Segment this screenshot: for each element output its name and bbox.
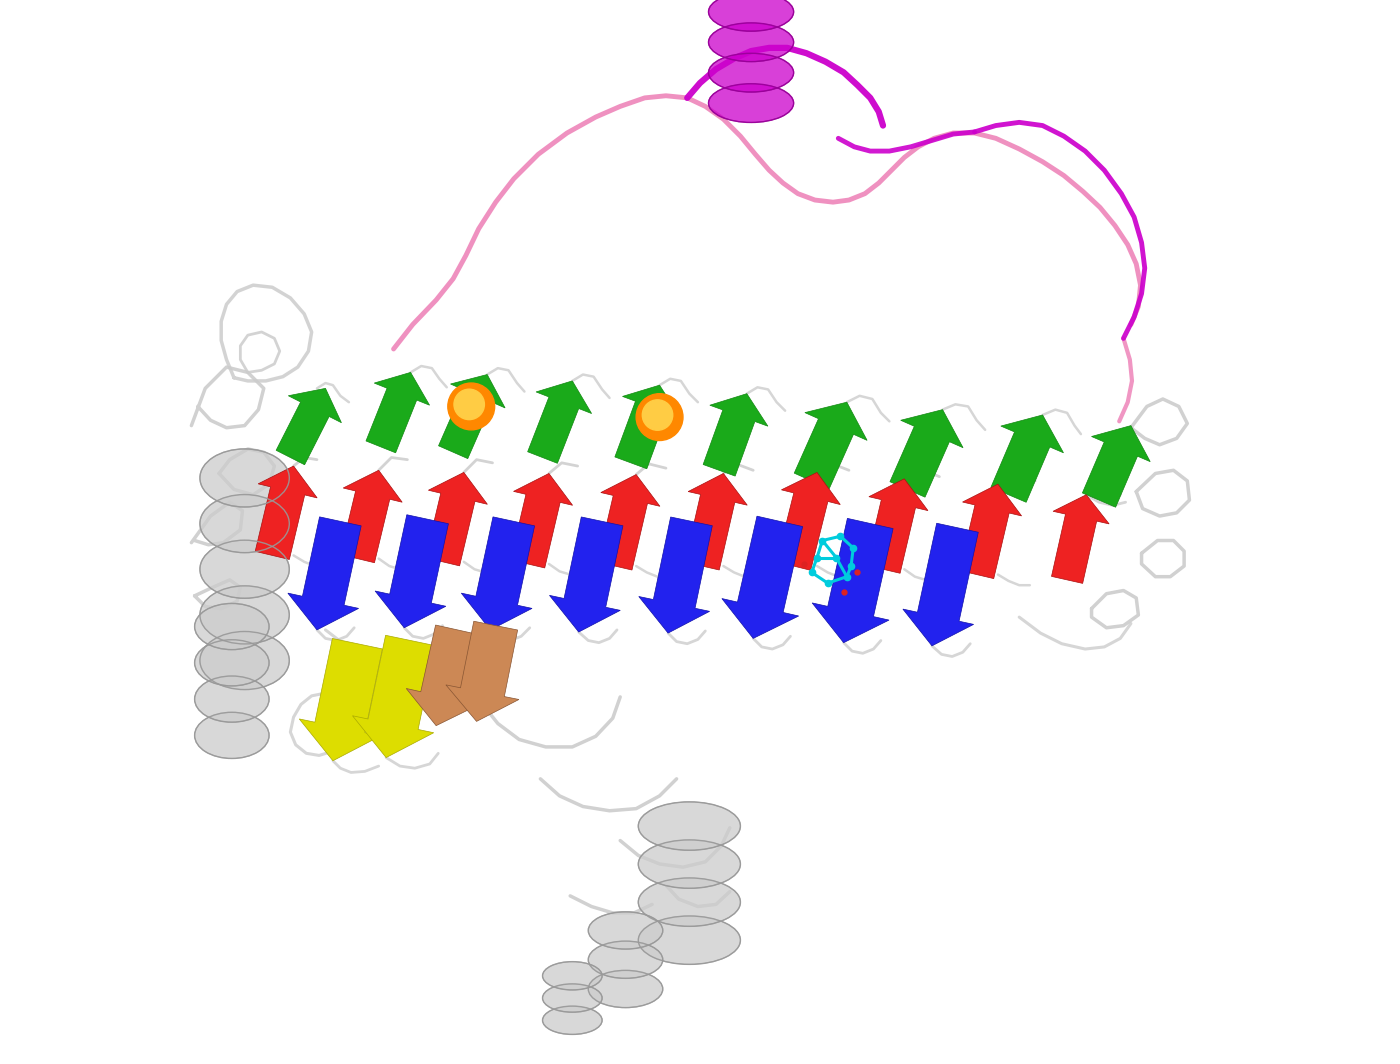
FancyArrow shape bbox=[959, 484, 1022, 579]
Ellipse shape bbox=[708, 84, 794, 122]
FancyArrow shape bbox=[340, 470, 402, 563]
Ellipse shape bbox=[638, 878, 741, 927]
FancyArrow shape bbox=[276, 388, 342, 465]
Ellipse shape bbox=[200, 632, 290, 689]
Ellipse shape bbox=[195, 603, 269, 650]
Ellipse shape bbox=[543, 984, 602, 1012]
Ellipse shape bbox=[638, 916, 741, 964]
FancyArrow shape bbox=[300, 638, 382, 761]
Ellipse shape bbox=[200, 449, 290, 506]
FancyArrow shape bbox=[903, 523, 979, 646]
Ellipse shape bbox=[708, 23, 794, 62]
Ellipse shape bbox=[588, 942, 662, 979]
FancyArrow shape bbox=[890, 410, 963, 497]
FancyArrow shape bbox=[598, 475, 659, 570]
FancyArrow shape bbox=[353, 635, 435, 758]
Ellipse shape bbox=[200, 586, 290, 644]
Ellipse shape bbox=[195, 676, 269, 722]
FancyArrow shape bbox=[549, 517, 623, 632]
Ellipse shape bbox=[543, 1007, 602, 1034]
FancyArrow shape bbox=[288, 517, 361, 630]
Ellipse shape bbox=[638, 802, 741, 850]
FancyArrow shape bbox=[365, 372, 430, 453]
FancyArrow shape bbox=[991, 415, 1064, 502]
FancyArrow shape bbox=[511, 473, 573, 568]
Ellipse shape bbox=[195, 712, 269, 759]
FancyArrow shape bbox=[445, 621, 519, 721]
Circle shape bbox=[448, 383, 494, 430]
Ellipse shape bbox=[708, 0, 794, 31]
FancyArrow shape bbox=[867, 479, 928, 573]
Ellipse shape bbox=[588, 970, 662, 1008]
Ellipse shape bbox=[708, 53, 794, 93]
Circle shape bbox=[643, 400, 673, 430]
FancyArrow shape bbox=[812, 518, 893, 643]
FancyArrow shape bbox=[426, 472, 487, 566]
FancyArrow shape bbox=[722, 516, 802, 638]
FancyArrow shape bbox=[1082, 426, 1151, 508]
FancyArrow shape bbox=[685, 473, 748, 570]
Ellipse shape bbox=[200, 495, 290, 552]
Ellipse shape bbox=[200, 541, 290, 598]
Circle shape bbox=[636, 394, 683, 440]
Circle shape bbox=[648, 405, 664, 421]
FancyArrow shape bbox=[438, 375, 505, 459]
FancyArrow shape bbox=[528, 381, 592, 463]
FancyArrow shape bbox=[255, 466, 318, 560]
FancyArrow shape bbox=[462, 517, 535, 630]
FancyArrow shape bbox=[406, 625, 479, 726]
Circle shape bbox=[454, 389, 484, 419]
FancyArrow shape bbox=[1051, 495, 1109, 583]
FancyArrow shape bbox=[794, 402, 867, 488]
FancyArrow shape bbox=[703, 394, 767, 476]
Ellipse shape bbox=[638, 839, 741, 888]
Circle shape bbox=[459, 395, 476, 411]
FancyArrow shape bbox=[375, 515, 448, 628]
Ellipse shape bbox=[195, 639, 269, 686]
FancyArrow shape bbox=[638, 517, 713, 633]
Ellipse shape bbox=[543, 962, 602, 990]
FancyArrow shape bbox=[777, 472, 840, 570]
Ellipse shape bbox=[588, 912, 662, 949]
FancyArrow shape bbox=[615, 385, 680, 469]
